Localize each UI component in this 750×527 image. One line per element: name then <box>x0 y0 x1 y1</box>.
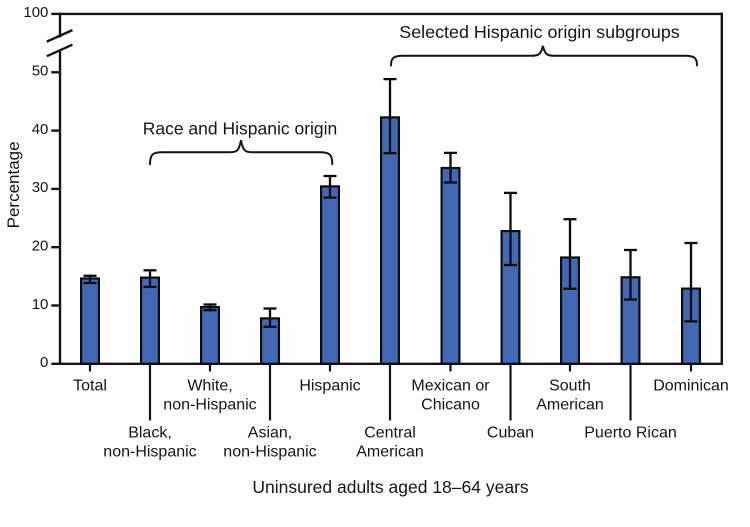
svg-text:Cuban: Cuban <box>487 425 534 442</box>
svg-text:South: South <box>549 377 591 394</box>
svg-text:Dominican: Dominican <box>653 377 729 394</box>
svg-text:Chicano: Chicano <box>421 396 480 413</box>
svg-text:American: American <box>536 396 604 413</box>
svg-text:American: American <box>356 444 424 461</box>
svg-text:non-Hispanic: non-Hispanic <box>223 444 316 461</box>
svg-text:10: 10 <box>32 296 49 313</box>
svg-text:100: 100 <box>23 4 48 21</box>
svg-text:20: 20 <box>32 238 49 255</box>
svg-text:White,: White, <box>187 377 232 394</box>
svg-text:0: 0 <box>40 354 48 371</box>
svg-text:non-Hispanic: non-Hispanic <box>103 444 196 461</box>
svg-text:Asian,: Asian, <box>248 425 292 442</box>
svg-text:Black,: Black, <box>128 425 172 442</box>
svg-text:Total: Total <box>73 377 107 394</box>
svg-text:Selected Hispanic origin subgr: Selected Hispanic origin subgroups <box>399 22 680 42</box>
svg-text:30: 30 <box>32 179 49 196</box>
svg-text:Mexican or: Mexican or <box>411 377 490 394</box>
svg-text:Hispanic: Hispanic <box>299 377 360 394</box>
svg-text:Race and Hispanic origin: Race and Hispanic origin <box>143 118 338 138</box>
svg-text:Central: Central <box>364 425 416 442</box>
svg-text:Percentage: Percentage <box>4 141 23 228</box>
svg-text:40: 40 <box>32 121 49 138</box>
svg-text:non-Hispanic: non-Hispanic <box>163 396 256 413</box>
svg-text:Uninsured adults aged 18–64 ye: Uninsured adults aged 18–64 years <box>252 477 529 497</box>
svg-text:50: 50 <box>32 63 49 80</box>
svg-text:Puerto Rican: Puerto Rican <box>584 425 677 442</box>
